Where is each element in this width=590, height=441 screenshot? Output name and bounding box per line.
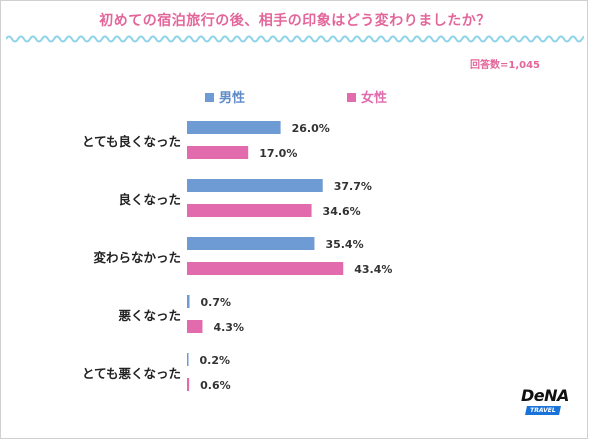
respondent-count: 回答数=1,045 [469,60,540,71]
bar-male [187,179,323,192]
bar-female [187,320,203,333]
logo-sub-text: TRAVEL [525,406,561,415]
legend-label-female: 女性 [361,91,388,106]
legend-swatch-male [205,93,214,102]
data-label: 26.0% [292,122,330,135]
data-label: 0.2% [200,354,231,367]
bar-male [187,121,281,134]
legend-label-male: 男性 [219,91,246,106]
bar-male [187,237,315,250]
dena-travel-logo: DeNA TRAVEL [521,386,577,422]
category-label: とても良くなった [82,134,181,149]
legend-item-male: 男性 [205,87,245,106]
data-label: 34.6% [323,205,361,218]
bar-female [187,204,312,217]
data-label: 43.4% [354,263,392,276]
data-label: 0.6% [200,379,231,392]
data-label: 37.7% [334,180,372,193]
chart-title: 初めての宿泊旅行の後、相手の印象はどう変わりましたか？ [99,13,491,29]
category-label: 良くなった [118,192,181,207]
bar-male [187,295,190,308]
bar-female [187,262,344,275]
bar-female [187,146,249,159]
data-label: 0.7% [201,296,232,309]
data-label: 4.3% [213,321,244,334]
category-label: 悪くなった [118,308,181,323]
category-label: とても悪くなった [82,366,181,381]
category-label: 変わらなかった [93,250,181,265]
bar-female [187,378,190,391]
bar-male [187,353,189,366]
legend-swatch-female [347,93,356,102]
scalloped-divider [6,35,584,43]
legend-item-female: 女性 [347,87,387,106]
data-label: 17.0% [259,147,297,160]
data-label: 35.4% [325,238,363,251]
logo-main-text: DeNA [521,386,569,405]
